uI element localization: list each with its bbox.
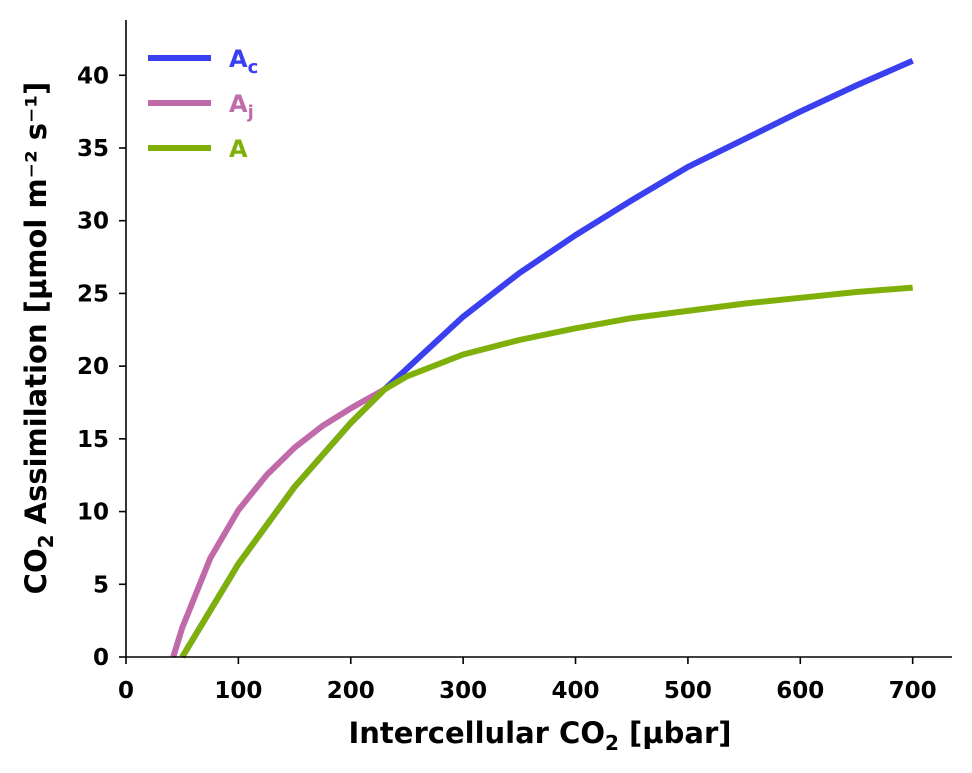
y-tick-label: 40 xyxy=(77,63,109,89)
series-layer xyxy=(170,57,914,659)
x-tick-label: 400 xyxy=(552,678,600,704)
y-tick-label: 5 xyxy=(93,572,109,598)
y-tick-label: 10 xyxy=(77,500,109,526)
x-tick-label: 0 xyxy=(118,678,134,704)
legend-label-ac: Ac xyxy=(229,45,258,78)
x-tick-label: 500 xyxy=(664,678,712,704)
y-tick-label: 0 xyxy=(93,645,109,671)
series-line-ac xyxy=(179,57,914,659)
y-tick-label: 25 xyxy=(77,281,109,307)
legend-label-aj: Aj xyxy=(229,90,254,123)
x-tick-label: 600 xyxy=(776,678,824,704)
series-line-aj xyxy=(170,386,386,658)
x-tick-label: 300 xyxy=(439,678,487,704)
y-tick-label: 15 xyxy=(77,427,109,453)
series-line-a xyxy=(179,284,913,659)
x-axis-label: Intercellular CO2 [µbar] xyxy=(349,716,732,755)
y-axis-label: CO2 Assimilation [µmol m⁻² s⁻¹] xyxy=(19,82,58,595)
y-tick-label: 35 xyxy=(77,136,109,162)
y-tick-label: 20 xyxy=(77,354,109,380)
x-tick-label: 700 xyxy=(889,678,937,704)
axes-layer: 0 100 200 300 400 500 600 700 0 5 10 15 20 25 30 35 40 xyxy=(77,20,952,704)
x-tick-label: 200 xyxy=(327,678,375,704)
x-tick-label: 100 xyxy=(214,678,262,704)
legend: Ac Aj A xyxy=(148,45,258,163)
legend-label-a: A xyxy=(229,135,248,163)
y-tick-label: 30 xyxy=(77,209,109,235)
